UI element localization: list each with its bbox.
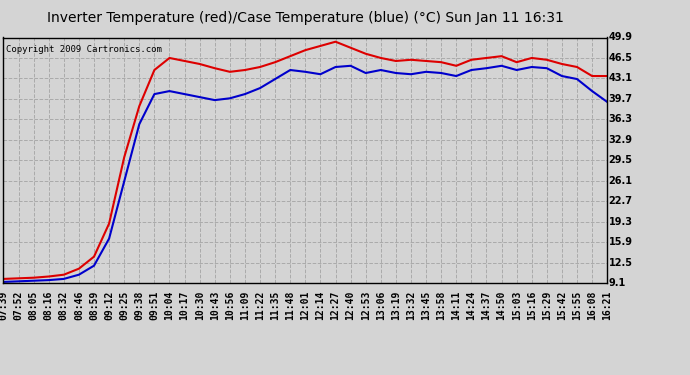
- Text: 22.7: 22.7: [609, 196, 633, 206]
- Text: 15.9: 15.9: [609, 237, 633, 247]
- Text: 46.5: 46.5: [609, 53, 633, 63]
- Text: 49.9: 49.9: [609, 33, 633, 42]
- Text: 36.3: 36.3: [609, 114, 633, 125]
- Text: 43.1: 43.1: [609, 74, 633, 84]
- Text: 9.1: 9.1: [609, 278, 626, 288]
- Text: 19.3: 19.3: [609, 217, 633, 227]
- Text: 29.5: 29.5: [609, 155, 633, 165]
- Text: Copyright 2009 Cartronics.com: Copyright 2009 Cartronics.com: [6, 45, 162, 54]
- Text: Inverter Temperature (red)/Case Temperature (blue) (°C) Sun Jan 11 16:31: Inverter Temperature (red)/Case Temperat…: [47, 11, 564, 25]
- Text: 39.7: 39.7: [609, 94, 633, 104]
- Text: 12.5: 12.5: [609, 258, 633, 268]
- Text: 32.9: 32.9: [609, 135, 633, 145]
- Text: 26.1: 26.1: [609, 176, 633, 186]
